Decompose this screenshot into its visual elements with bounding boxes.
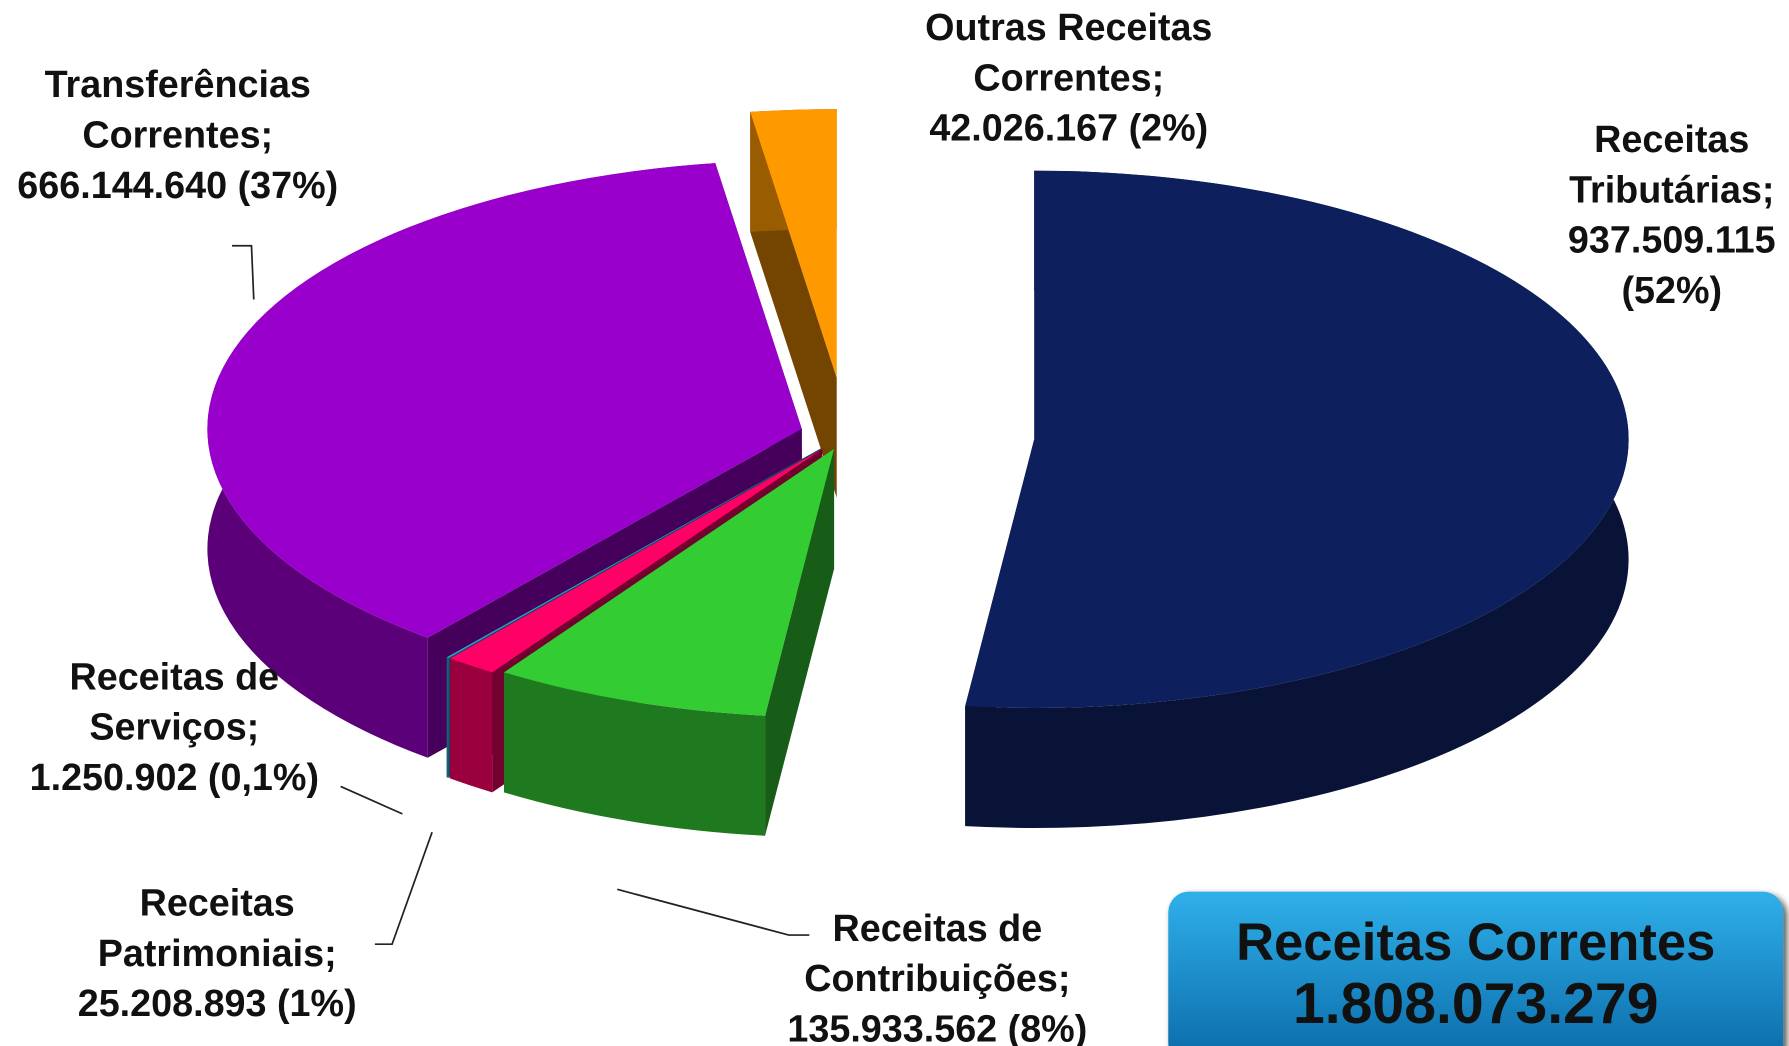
label-value: 937.509.115 (52%) [1567, 218, 1776, 311]
slice-label: Receitas Patrimoniais; 25.208.893 (1%) [46, 878, 389, 1029]
leader-line [232, 244, 255, 300]
slice-top [965, 170, 1629, 708]
slice [503, 448, 835, 836]
slice-top [750, 109, 837, 378]
total-box: Receitas Correntes 1.808.073.279 [1168, 891, 1784, 1046]
slice-label: Transferências Correntes; 666.144.640 (37… [9, 59, 346, 210]
slice-side [446, 657, 449, 778]
label-name: Receitas de Contribuições; [804, 906, 1071, 1000]
label-name: Receitas Patrimoniais; [97, 881, 337, 974]
slice [750, 109, 837, 498]
leader-lines [232, 244, 810, 946]
slice-side [450, 658, 493, 793]
slice-top [450, 448, 823, 673]
leader-line [374, 831, 433, 946]
slice-top [503, 448, 835, 716]
label-name: Outras Receitas Correntes; [925, 5, 1213, 99]
leader-line [617, 888, 810, 936]
label-value: 25.208.893 (1%) [77, 981, 357, 1025]
label-value: 666.144.640 (37%) [17, 163, 339, 206]
slices [207, 109, 1629, 836]
label-name: Receitas de Serviços; [69, 654, 280, 748]
label-value: 1.250.902 (0,1%) [29, 755, 320, 798]
total-value: 1.808.073.279 [1292, 971, 1659, 1036]
leader-line [340, 785, 403, 815]
label-value: 42.026.167 (2%) [929, 106, 1209, 149]
slice-label: Receitas de Serviços; 1.250.902 (0,1%) [0, 652, 349, 803]
label-name: Transferências Correntes; [44, 62, 311, 156]
slice-side [503, 672, 766, 836]
slice [965, 170, 1629, 828]
slice-top [446, 448, 821, 658]
slice-label: Outras Receitas Correntes; 42.026.167 (2%… [880, 2, 1257, 153]
slice-label: Receitas de Contribuições; 135.933.562 (8… [754, 903, 1120, 1046]
slice-top [207, 163, 802, 638]
slice-label: Receitas Tributárias; 937.509.115 (52%) [1532, 114, 1789, 315]
label-name: Receitas Tributárias; [1569, 117, 1775, 211]
label-value: 135.933.562 (8%) [787, 1007, 1088, 1046]
total-title: Receitas Correntes [1236, 912, 1716, 972]
